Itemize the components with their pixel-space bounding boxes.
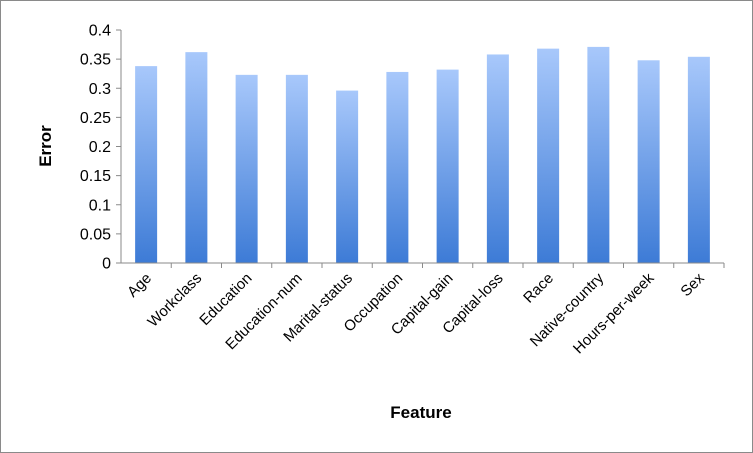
bar-capital-loss <box>486 54 509 264</box>
bar-workclass <box>185 52 208 264</box>
y-tick-label: 0.4 <box>89 23 111 40</box>
bars <box>135 46 710 264</box>
bar-hours-per-week <box>637 60 660 263</box>
bar-sex <box>687 56 710 263</box>
x-category-label: Workclass <box>144 270 205 331</box>
x-axis-categories: AgeWorkclassEducationEducation-numMarita… <box>124 263 725 357</box>
y-tick-label: 0.25 <box>80 110 111 127</box>
y-axis-ticks: 0 0.05 0.1 0.15 0.2 0.25 0.3 0.35 0.4 <box>80 23 121 273</box>
y-tick-label: 0.05 <box>80 226 111 243</box>
bar-capital-gain <box>436 69 459 263</box>
y-axis-title: Error <box>36 125 55 167</box>
bar-education <box>235 74 258 263</box>
bar-race <box>537 48 560 263</box>
y-tick-label: 0.35 <box>80 52 111 69</box>
x-category-label: Sex <box>677 269 708 300</box>
bar-age <box>135 66 158 264</box>
y-tick-label: 0 <box>102 256 111 273</box>
bar-native-country <box>587 46 610 263</box>
bar-marital-status <box>336 90 359 263</box>
y-tick-label: 0.3 <box>89 81 111 98</box>
x-axis-title: Feature <box>390 403 451 422</box>
x-category-label: Race <box>520 270 557 307</box>
y-tick-label: 0.1 <box>89 197 111 214</box>
bar-occupation <box>386 71 409 263</box>
bar-education-num <box>285 74 308 263</box>
y-tick-label: 0.15 <box>80 168 111 185</box>
x-category-label: Age <box>124 270 155 301</box>
y-tick-label: 0.2 <box>89 139 111 156</box>
